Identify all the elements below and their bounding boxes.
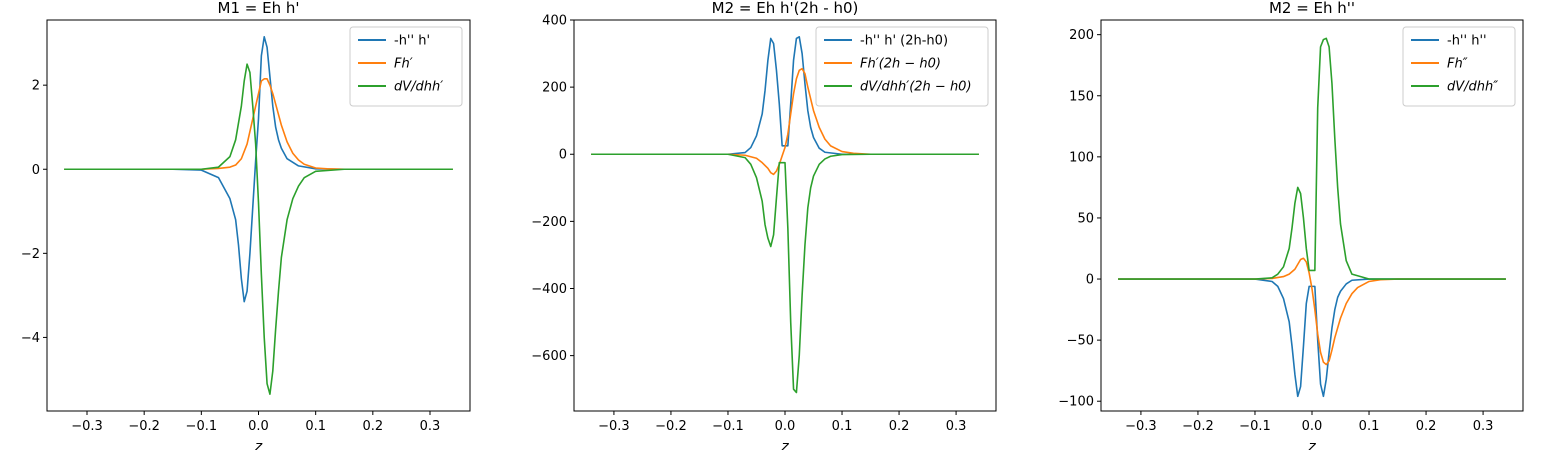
legend-entry: Fh″ — [1447, 57, 1468, 72]
x-tick-label: 0.1 — [1359, 419, 1380, 434]
series-line-2 — [64, 63, 453, 395]
y-tick-label: 400 — [542, 14, 567, 29]
x-tick-label: 0.2 — [362, 419, 383, 434]
y-tick-label: 50 — [1077, 211, 1094, 226]
x-tick-label: −0.2 — [655, 419, 687, 434]
x-tick-label: −0.2 — [1182, 419, 1214, 434]
series-line-2 — [1118, 37, 1506, 280]
legend-entry: -h'' h'' — [1447, 34, 1487, 49]
x-tick-label: −0.3 — [71, 419, 103, 434]
x-tick-label: −0.3 — [598, 419, 630, 434]
x-tick-label: 0.0 — [248, 419, 269, 434]
y-tick-label: 2 — [32, 79, 40, 94]
legend-entry: -h'' h' (2h-h0) — [860, 34, 948, 49]
legend-entry: -h'' h' — [394, 34, 430, 49]
x-tick-label: −0.1 — [1239, 419, 1271, 434]
x-tick-label: 0.3 — [420, 419, 441, 434]
y-tick-label: −600 — [531, 349, 567, 364]
x-tick-label: 0.0 — [1302, 419, 1323, 434]
x-tick-label: −0.2 — [128, 419, 160, 434]
legend-entry: dV/dhh′(2h − h0) — [860, 80, 972, 95]
x-axis-label: z — [1307, 439, 1316, 450]
x-axis-label: z — [254, 439, 263, 450]
legend-entry: Fh′(2h − h0) — [860, 57, 941, 72]
chart-title: M2 = Eh h'(2h - h0) — [712, 0, 859, 17]
chart-title: M2 = Eh h'' — [1269, 0, 1355, 17]
y-tick-label: 0 — [559, 148, 567, 163]
legend: -h'' h' (2h-h0) Fh′(2h − h0) dV/dhh′(2h − … — [815, 26, 989, 107]
legend-entry: Fh′ — [394, 57, 413, 72]
y-tick-label: 200 — [1069, 28, 1094, 43]
y-tick-label: 0 — [32, 163, 40, 178]
panel-m1: −0.3 −0.2 −0.1 0.0 0.1 0.2 0.3 −4 −2 0 2 M1 = Eh h'… — [21, 0, 471, 450]
series-line-0 — [1118, 278, 1506, 398]
x-tick-label: 0.1 — [305, 419, 326, 434]
x-tick-label: 0.2 — [1416, 419, 1437, 434]
x-tick-label: 0.3 — [1473, 419, 1494, 434]
legend-entry: dV/dhh″ — [1447, 80, 1498, 95]
chart-title: M1 = Eh h' — [218, 0, 300, 17]
x-tick-label: 0.1 — [832, 419, 853, 434]
y-tick-label: −50 — [1067, 334, 1094, 349]
y-tick-label: −200 — [531, 215, 567, 230]
legend: -h'' h'' Fh″ dV/dhh″ — [1402, 26, 1516, 107]
x-axis-label: z — [780, 439, 789, 450]
y-tick-label: 150 — [1069, 89, 1094, 104]
panel-m2-second: −0.3 −0.2 −0.1 0.0 0.1 0.2 0.3 −100 −50 0 50 100 150… — [1058, 0, 1524, 450]
series-line-2 — [591, 153, 979, 394]
series-line-0 — [64, 36, 453, 303]
series-line-0 — [591, 35, 979, 156]
y-tick-label: −100 — [1058, 395, 1094, 410]
y-tick-label: 200 — [542, 81, 567, 96]
y-tick-label: −400 — [531, 282, 567, 297]
x-tick-label: −0.1 — [186, 419, 218, 434]
x-tick-label: 0.3 — [946, 419, 967, 434]
x-tick-label: −0.1 — [712, 419, 744, 434]
y-tick-label: 0 — [1086, 273, 1094, 288]
y-tick-label: −2 — [21, 247, 40, 262]
y-tick-label: −4 — [21, 331, 40, 346]
panel-m2-first: −0.3 −0.2 −0.1 0.0 0.1 0.2 0.3 −600 −400 −200 0 200… — [531, 0, 997, 450]
x-tick-label: 0.0 — [775, 419, 796, 434]
legend-entry: dV/dhh′ — [394, 80, 443, 95]
legend-box — [815, 26, 989, 107]
x-tick-label: 0.2 — [889, 419, 910, 434]
series-line-1 — [1118, 257, 1506, 366]
series-line-1 — [591, 67, 979, 176]
y-tick-label: 100 — [1069, 150, 1094, 165]
x-tick-label: −0.3 — [1125, 419, 1157, 434]
series-line-1 — [64, 78, 453, 171]
legend: -h'' h' Fh′ dV/dhh′ — [349, 26, 463, 107]
